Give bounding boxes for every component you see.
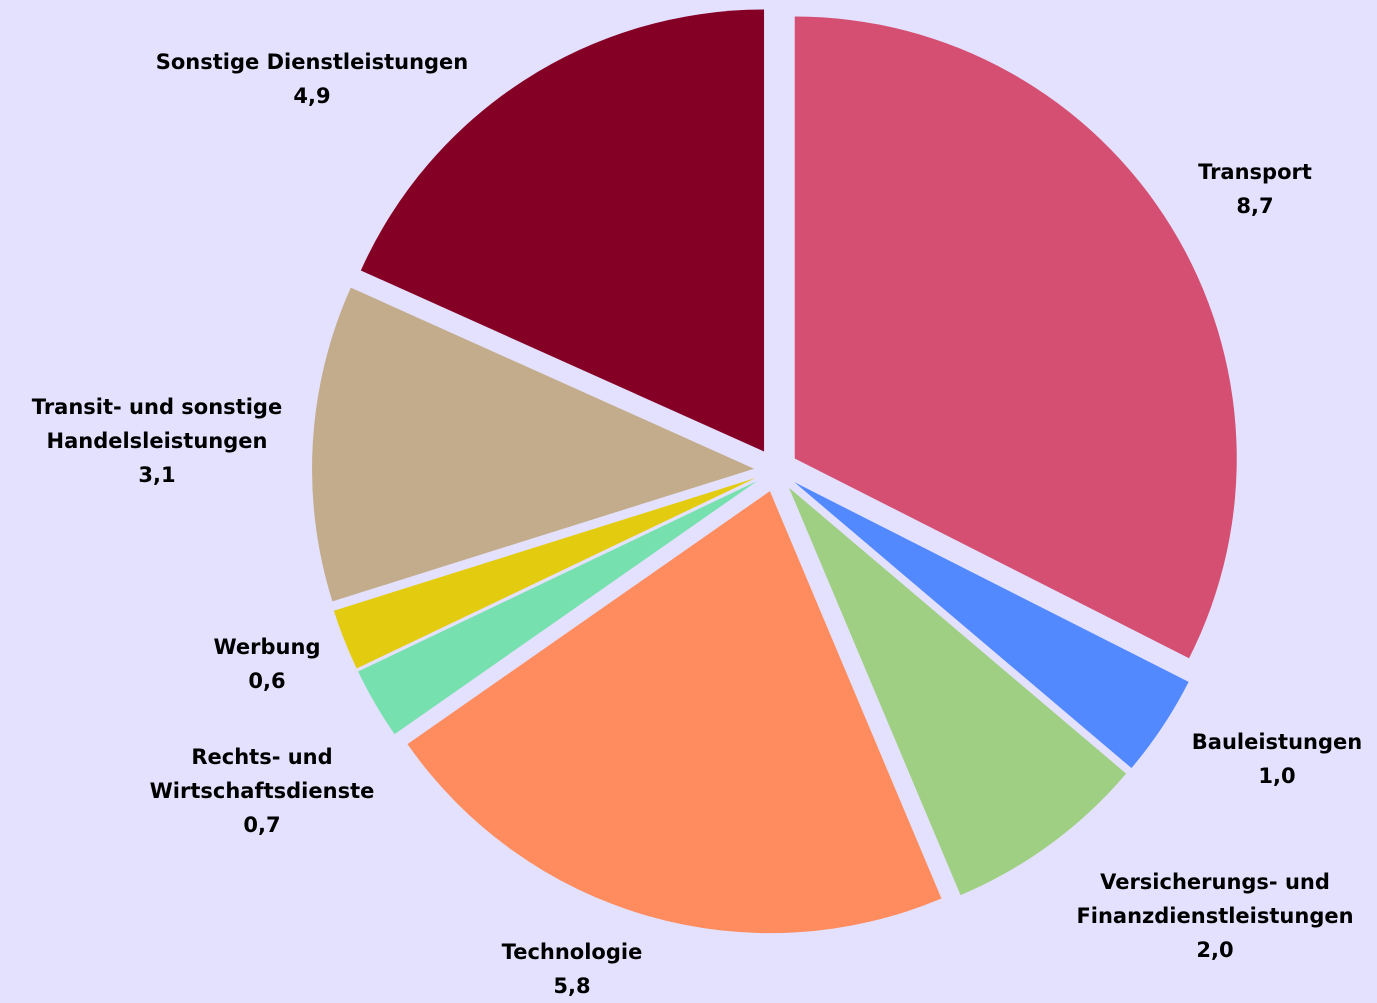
value-label: 5,8: [553, 974, 591, 998]
slice-label: Transport 8,7: [1155, 155, 1355, 223]
category-label: Rechts- und Wirtschaftsdienste: [149, 745, 375, 803]
slice-label: Versicherungs- und Finanzdienstleistunge…: [1055, 865, 1375, 967]
category-label: Transport: [1198, 160, 1312, 184]
slice-label: Bauleistungen 1,0: [1177, 725, 1377, 793]
pie-slice: [794, 16, 1237, 659]
pie-slice: [789, 487, 1127, 896]
value-label: 3,1: [138, 463, 176, 487]
category-label: Sonstige Dienstleistungen: [155, 50, 469, 74]
pie-slice: [794, 482, 1189, 769]
value-label: 0,6: [248, 669, 286, 693]
category-label: Bauleistungen: [1191, 730, 1363, 754]
pie-slice: [360, 9, 765, 452]
value-label: 0,7: [243, 813, 281, 837]
pie-slice: [333, 478, 756, 669]
slice-label: Technologie 5,8: [472, 935, 672, 1003]
pie-slice: [312, 287, 755, 602]
pie-slice: [358, 481, 757, 735]
category-label: Werbung: [213, 635, 321, 659]
category-label: Technologie: [501, 940, 643, 964]
category-label: Transit- und sonstige Handelsleistungen: [31, 395, 283, 453]
value-label: 1,0: [1258, 764, 1296, 788]
category-label: Versicherungs- und Finanzdienstleistunge…: [1076, 870, 1354, 928]
slice-label: Transit- und sonstige Handelsleistungen 3…: [7, 390, 307, 492]
value-label: 2,0: [1196, 938, 1234, 962]
slice-label: Rechts- und Wirtschaftsdienste 0,7: [127, 740, 397, 842]
slice-label: Werbung 0,6: [167, 630, 367, 698]
pie-slice: [407, 491, 942, 934]
slice-label: Sonstige Dienstleistungen 4,9: [122, 45, 502, 113]
value-label: 8,7: [1236, 194, 1274, 218]
value-label: 4,9: [293, 84, 331, 108]
